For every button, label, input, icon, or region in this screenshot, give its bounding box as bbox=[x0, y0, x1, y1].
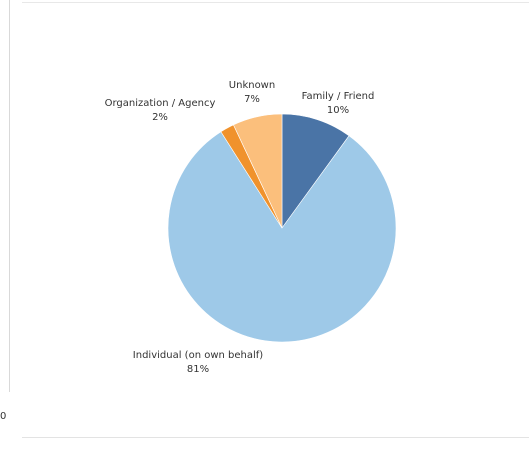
edge-axis-tick: 0 bbox=[0, 411, 7, 422]
panel-top-border bbox=[22, 2, 529, 3]
slice-label: Organization / Agency bbox=[105, 98, 216, 109]
slice-percent-label: 81% bbox=[187, 364, 209, 375]
pie-slice-unknown bbox=[233, 113, 283, 229]
pie-slice-family-friend bbox=[281, 113, 350, 229]
slice-label: Family / Friend bbox=[302, 91, 375, 102]
slice-percent-label: 2% bbox=[152, 112, 168, 123]
panel-bottom-border bbox=[22, 437, 529, 438]
panel-left-border bbox=[9, 0, 10, 392]
slice-percent-label: 7% bbox=[244, 94, 260, 105]
pie-slice-individual-on-own-behalf bbox=[167, 131, 397, 343]
slice-label: Individual (on own behalf) bbox=[133, 350, 263, 361]
slice-percent-label: 10% bbox=[327, 105, 349, 116]
slice-label: Unknown bbox=[229, 80, 275, 91]
